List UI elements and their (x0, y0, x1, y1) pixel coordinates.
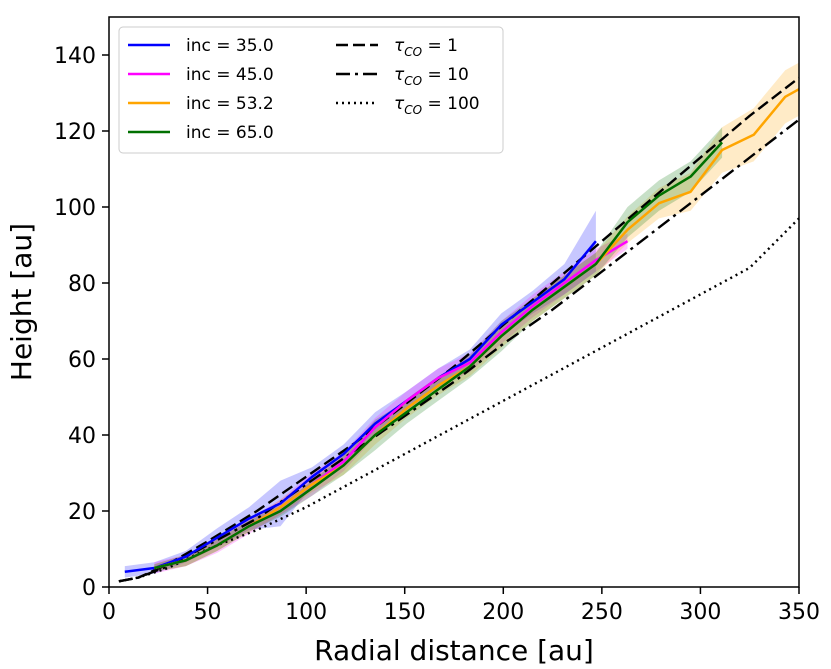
y-tick-label: 20 (68, 500, 96, 525)
series-line-0 (124, 240, 597, 574)
series-line-3 (154, 141, 724, 570)
legend: inc = 35.0 inc = 45.0 inc = 53.2 inc = 65.0… (118, 26, 504, 154)
legend-label: τCO = 1 (394, 36, 458, 59)
plot-frame (108, 16, 800, 588)
y-tick-label: 140 (54, 44, 96, 69)
x-tick-label: 100 (285, 600, 327, 625)
legend-label: inc = 53.2 (186, 94, 274, 114)
y-tick-label: 0 (82, 576, 96, 601)
y-tick-label: 40 (68, 424, 96, 449)
legend-box (118, 26, 504, 154)
x-tick-label: 200 (482, 600, 524, 625)
legend-label: inc = 45.0 (186, 65, 274, 85)
y-tick-label: 120 (54, 120, 96, 145)
legend-label: τCO = 100 (394, 94, 480, 117)
x-axis-ticks: 0 50 100 150 200 250 300 350 (102, 587, 820, 625)
x-tick-label: 0 (102, 600, 116, 625)
x-tick-label: 300 (679, 600, 721, 625)
y-axis-ticks: 0 20 40 60 80 100 120 140 (54, 44, 109, 601)
legend-label: inc = 35.0 (186, 36, 274, 56)
x-tick-label: 50 (194, 600, 222, 625)
x-tick-label: 150 (384, 600, 426, 625)
series-lines (118, 76, 800, 583)
y-tick-label: 80 (68, 272, 96, 297)
legend-label: τCO = 10 (394, 65, 469, 88)
band-series-0 (124, 210, 596, 578)
legend-label: inc = 65.0 (186, 123, 274, 143)
x-axis-label: Radial distance [au] (314, 634, 594, 667)
x-tick-label: 250 (581, 600, 623, 625)
x-tick-label: 350 (778, 600, 820, 625)
y-tick-label: 100 (54, 196, 96, 221)
y-tick-label: 60 (68, 348, 96, 373)
series-line-4 (118, 76, 800, 583)
band-series-3 (154, 127, 723, 572)
y-axis-label: Height [au] (5, 223, 38, 381)
